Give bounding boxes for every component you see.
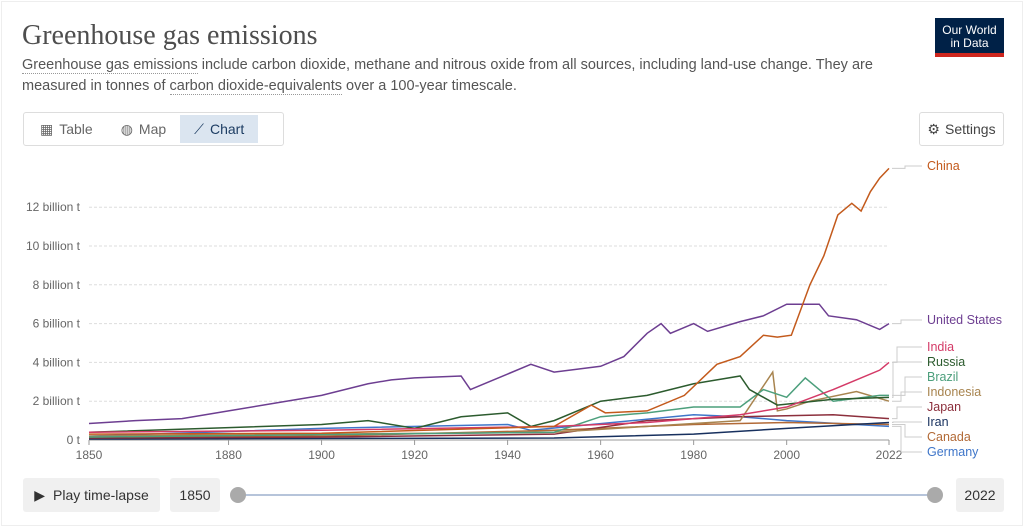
y-tick-label: 10 billion t [26,239,81,253]
settings-label: Settings [944,121,996,137]
gear-icon: ⚙ [927,120,940,137]
x-tick-label: 2022 [876,448,903,462]
series-line-russia [88,375,890,433]
y-tick-label: 2 billion t [33,394,81,408]
play-label: Play time-lapse [53,487,149,503]
subtitle-text-end: over a 100-year timescale. [342,78,517,94]
series-line-china [88,167,890,435]
label-connector [892,319,922,325]
timeline-end-handle[interactable] [927,487,943,503]
series-line-india [88,361,890,433]
series-label-germany: Germany [927,445,979,459]
x-tick-label: 1940 [494,448,521,462]
series-line-indonesia [88,370,890,437]
series-label-united-states: United States [927,313,1002,327]
play-timelapse-button[interactable]: ▶ Play time-lapse [23,478,160,512]
x-tick-label: 1960 [587,448,614,462]
series-line-united-states [88,303,890,425]
x-tick-label: 1920 [401,448,428,462]
owid-logo[interactable]: Our World in Data [935,18,1004,57]
line-chart: 0 t 2 billion t 4 billion t 6 billion t 8 bi… [26,159,1002,462]
tab-table[interactable]: ▦ Table [26,115,107,143]
x-tick-label: 1900 [308,448,335,462]
series-line-germany [88,414,890,437]
tab-label: Map [138,121,167,137]
y-tick-label: 4 billion t [33,355,81,369]
timeline-start-handle[interactable] [230,487,246,503]
tab-map[interactable]: ◍ Map [107,115,180,143]
label-connector [892,425,922,453]
label-connector [892,391,922,402]
series-label-china: China [927,159,960,173]
tab-label: Table [59,121,93,137]
timeline-track[interactable] [238,494,935,496]
series-line-brazil [88,376,889,438]
label-connector [892,361,922,398]
end-year-box[interactable]: 2022 [956,478,1004,512]
label-connector [892,376,922,396]
ghg-definition-link[interactable]: Greenhouse gas emissions [22,57,198,74]
series-label-iran: Iran [927,415,949,429]
view-tabs: ▦ Table ◍ Map ⟋ Chart [23,112,284,146]
start-year-box[interactable]: 1850 [170,478,220,512]
y-tick-label: 0 t [67,433,81,447]
subtitle: Greenhouse gas emissions include carbon … [22,55,902,97]
co2e-definition-link[interactable]: carbon dioxide-equivalents [169,78,343,95]
series-label-india: India [927,340,954,354]
page-title: Greenhouse gas emissions [22,20,318,51]
series-line-japan [88,414,890,439]
y-tick-label: 8 billion t [33,278,81,292]
y-tick-label: 12 billion t [26,200,81,214]
x-tick-label: 2000 [773,448,800,462]
series-label-japan: Japan [927,400,961,414]
subtitle-text: include carbon dioxide, methane and nitr… [22,57,873,94]
series-label-canada: Canada [927,430,971,444]
label-connector [892,421,922,424]
table-icon: ▦ [40,120,54,137]
x-tick-label: 1980 [680,448,707,462]
tab-label: Chart [209,121,245,137]
label-connector [892,423,922,438]
y-tick-label: 6 billion t [33,317,81,331]
series-line-iran [88,421,890,440]
line-chart-icon: ⟋ [194,120,204,137]
tab-chart[interactable]: ⟋ Chart [180,115,259,143]
label-connector [892,346,922,363]
play-icon: ▶ [34,486,46,503]
series-label-brazil: Brazil [927,370,958,384]
x-tick-label: 1850 [76,448,103,462]
label-connector [892,406,922,420]
globe-icon: ◍ [120,120,133,137]
x-tick-label: 1880 [215,448,242,462]
label-connector [892,165,922,169]
series-label-indonesia: Indonesia [927,385,981,399]
series-label-russia: Russia [927,355,965,369]
settings-button[interactable]: ⚙ Settings [919,112,1004,146]
